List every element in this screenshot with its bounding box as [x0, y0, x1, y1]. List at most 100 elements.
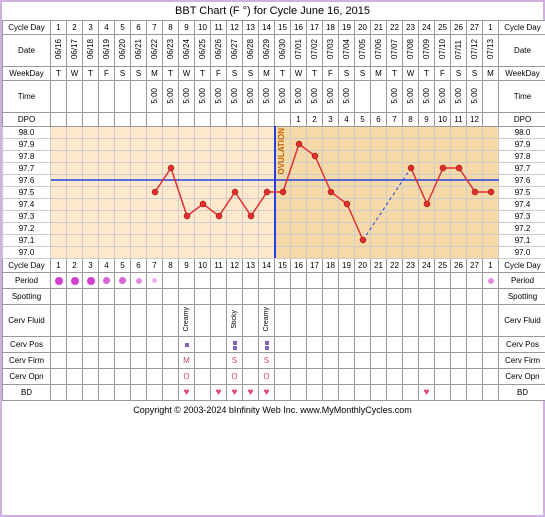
cycleday-cell: 6 — [131, 259, 147, 273]
temp-cell — [259, 223, 275, 235]
temp-cell — [51, 127, 67, 139]
weekday-cell: S — [115, 67, 131, 81]
temp-cell — [387, 235, 403, 247]
period-cell — [67, 273, 83, 289]
bd-cell — [387, 385, 403, 401]
temp-cell — [339, 199, 355, 211]
temp-cell — [387, 199, 403, 211]
time-cell: 5:00 — [243, 81, 259, 113]
cervopn-cell — [403, 369, 419, 385]
cervfluid-cell — [339, 305, 355, 337]
temp-cell — [51, 175, 67, 187]
temp-cell — [179, 211, 195, 223]
spotting-cell — [323, 289, 339, 305]
time-cell: 5:00 — [211, 81, 227, 113]
temp-cell — [275, 211, 291, 223]
date-cell: 06/30 — [275, 35, 291, 67]
time-cell — [131, 81, 147, 113]
temp-cell — [403, 247, 419, 259]
temp-cell — [467, 127, 483, 139]
temp-cell — [467, 235, 483, 247]
temp-cell — [259, 199, 275, 211]
row-period-label-r: Period — [499, 273, 545, 289]
temp-cell — [163, 175, 179, 187]
cervopn-cell — [51, 369, 67, 385]
dpo-cell — [195, 113, 211, 127]
temp-cell — [467, 199, 483, 211]
period-cell — [323, 273, 339, 289]
temp-cell — [435, 223, 451, 235]
temp-cell — [291, 199, 307, 211]
cervpos-cell — [131, 337, 147, 353]
cycleday-cell: 19 — [339, 259, 355, 273]
temp-cell — [83, 199, 99, 211]
temp-cell — [147, 151, 163, 163]
bd-cell — [323, 385, 339, 401]
cervpos-cell — [467, 337, 483, 353]
row-cervopn-label-l: Cerv Opn — [3, 369, 51, 385]
bd-cell: ♥ — [259, 385, 275, 401]
temp-cell — [403, 211, 419, 223]
dpo-cell — [131, 113, 147, 127]
temp-cell — [131, 199, 147, 211]
date-cell: 07/12 — [467, 35, 483, 67]
temp-cell — [99, 247, 115, 259]
weekday-cell: S — [131, 67, 147, 81]
bd-cell — [67, 385, 83, 401]
cycleday-cell: 21 — [371, 21, 387, 35]
dpo-cell — [163, 113, 179, 127]
temp-label: 97.3 — [499, 211, 545, 223]
ovulation-label: OVULATION — [277, 128, 286, 175]
spotting-cell — [99, 289, 115, 305]
temp-cell — [467, 163, 483, 175]
cervopn-cell — [483, 369, 499, 385]
temp-cell — [99, 235, 115, 247]
spotting-cell — [83, 289, 99, 305]
cervfluid-cell — [435, 305, 451, 337]
date-cell: 06/20 — [115, 35, 131, 67]
temp-cell — [83, 223, 99, 235]
cycleday-cell: 2 — [67, 21, 83, 35]
spotting-cell — [371, 289, 387, 305]
temp-cell — [83, 163, 99, 175]
temp-cell — [371, 199, 387, 211]
temp-cell — [51, 199, 67, 211]
temp-cell — [483, 187, 499, 199]
time-cell: 5:00 — [163, 81, 179, 113]
weekday-cell: F — [323, 67, 339, 81]
cervopn-cell — [211, 369, 227, 385]
row-cervpos-label-r: Cerv Pos — [499, 337, 545, 353]
temp-cell — [387, 175, 403, 187]
spotting-cell — [259, 289, 275, 305]
temp-cell — [211, 223, 227, 235]
cycleday-cell: 22 — [387, 259, 403, 273]
temp-cell — [163, 247, 179, 259]
cervfirm-cell — [243, 353, 259, 369]
date-cell: 06/28 — [243, 35, 259, 67]
temp-cell — [67, 151, 83, 163]
temp-cell — [227, 151, 243, 163]
temp-cell — [243, 175, 259, 187]
temp-cell — [483, 151, 499, 163]
dpo-cell: 10 — [435, 113, 451, 127]
temp-cell — [99, 211, 115, 223]
temp-cell — [163, 235, 179, 247]
temp-cell — [467, 151, 483, 163]
temp-cell — [179, 151, 195, 163]
cycleday-cell: 12 — [227, 21, 243, 35]
temp-cell — [307, 223, 323, 235]
time-cell: 5:00 — [403, 81, 419, 113]
temp-cell — [419, 151, 435, 163]
temp-cell — [131, 223, 147, 235]
weekday-cell: T — [387, 67, 403, 81]
temp-cell — [275, 235, 291, 247]
period-cell — [243, 273, 259, 289]
weekday-cell: T — [307, 67, 323, 81]
cycleday-cell: 8 — [163, 259, 179, 273]
temp-cell — [483, 223, 499, 235]
dpo-cell: 8 — [403, 113, 419, 127]
row-cycleday-top-label-l: Cycle Day — [3, 21, 51, 35]
temp-cell — [83, 127, 99, 139]
temp-label: 97.0 — [3, 247, 51, 259]
period-cell — [419, 273, 435, 289]
